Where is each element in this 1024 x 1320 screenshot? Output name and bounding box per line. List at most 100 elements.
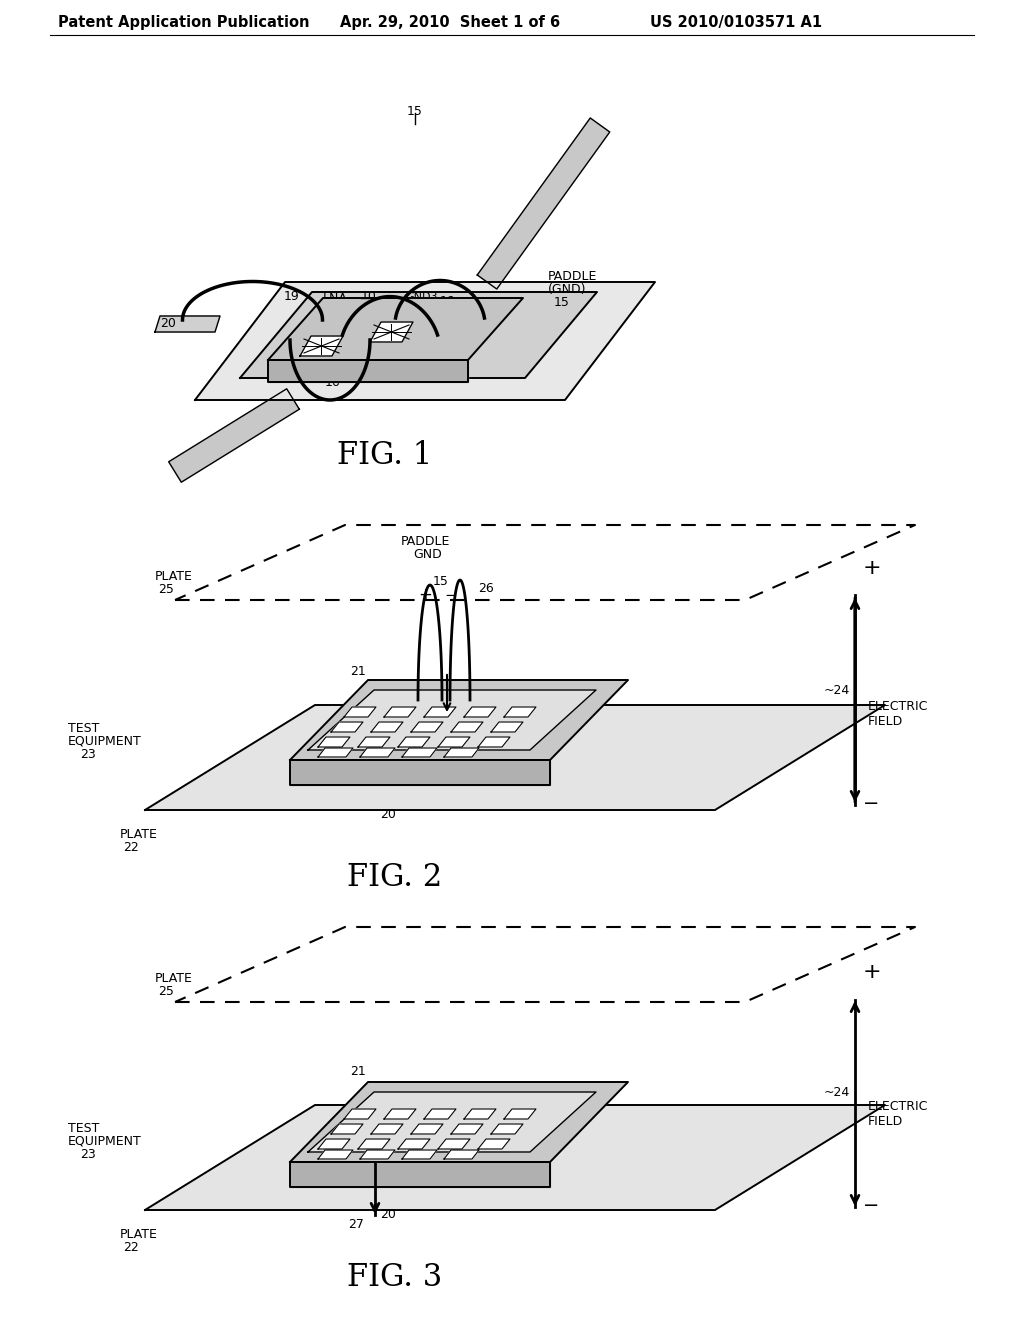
Polygon shape [195,282,655,400]
Text: FIELD: FIELD [868,1115,903,1129]
Polygon shape [370,322,413,342]
Polygon shape [331,722,362,733]
Polygon shape [240,292,597,378]
Text: +: + [418,586,432,605]
Text: 21: 21 [350,1065,366,1078]
Text: 12: 12 [310,355,326,368]
Polygon shape [145,705,885,810]
Polygon shape [504,1109,536,1119]
Polygon shape [268,360,468,381]
Text: EQUIPMENT: EQUIPMENT [68,735,141,748]
Polygon shape [402,748,437,756]
Polygon shape [398,737,430,747]
Text: −: − [863,793,880,813]
Polygon shape [371,1125,403,1134]
Text: EQUIPMENT: EQUIPMENT [68,1135,141,1148]
Text: 23: 23 [80,748,96,762]
Text: 23: 23 [80,1148,96,1162]
Polygon shape [308,690,596,750]
Text: PADDLE: PADDLE [400,535,450,548]
Polygon shape [290,680,628,760]
Polygon shape [344,1109,376,1119]
Polygon shape [169,389,299,482]
Text: 25: 25 [158,583,174,597]
Text: 20: 20 [380,808,396,821]
Polygon shape [424,1109,456,1119]
Polygon shape [438,1139,470,1148]
Text: 16: 16 [325,376,341,389]
Polygon shape [451,722,483,733]
Text: PLATE: PLATE [155,972,193,985]
Polygon shape [411,722,443,733]
Polygon shape [411,1125,443,1134]
Text: 13: 13 [326,358,342,371]
Polygon shape [318,1139,350,1148]
Polygon shape [344,708,376,717]
Polygon shape [318,748,353,756]
Text: −: − [863,1196,880,1214]
Polygon shape [477,117,609,289]
Polygon shape [318,737,350,747]
Polygon shape [478,1139,510,1148]
Text: 18: 18 [440,294,456,308]
Text: 21: 21 [350,665,366,678]
Text: PLATE: PLATE [120,1228,158,1241]
Text: LNA: LNA [323,292,348,305]
Polygon shape [371,722,403,733]
Polygon shape [384,708,416,717]
Polygon shape [145,1105,885,1210]
Text: FIG. 2: FIG. 2 [347,862,442,894]
Text: 22: 22 [123,841,138,854]
Text: Patent Application Publication: Patent Application Publication [58,15,309,30]
Text: PADDLE: PADDLE [548,271,597,282]
Text: 11: 11 [303,327,318,341]
Text: GND1: GND1 [298,343,331,352]
Polygon shape [318,1150,353,1159]
Text: PLATE: PLATE [155,570,193,583]
Text: ELECTRIC: ELECTRIC [868,1100,929,1113]
Polygon shape [490,722,523,733]
Polygon shape [358,737,390,747]
Text: 15: 15 [433,576,449,587]
Text: ~24: ~24 [823,1086,850,1100]
Polygon shape [290,1162,550,1187]
Polygon shape [155,315,220,333]
Polygon shape [308,1092,596,1152]
Text: 20: 20 [380,1208,396,1221]
Polygon shape [268,298,523,360]
Polygon shape [300,337,343,356]
Text: FIG. 1: FIG. 1 [337,440,432,471]
Polygon shape [504,708,536,717]
Text: US 2010/0103571 A1: US 2010/0103571 A1 [650,15,822,30]
Polygon shape [290,1082,628,1162]
Polygon shape [290,760,550,785]
Text: TEST: TEST [68,722,99,735]
Text: 14: 14 [378,327,394,341]
Text: −: − [444,587,457,602]
Text: PLATE: PLATE [120,828,158,841]
Text: 20: 20 [160,317,176,330]
Text: 22: 22 [123,1241,138,1254]
Text: +: + [863,558,882,578]
Polygon shape [358,1139,390,1148]
Text: GND: GND [414,548,442,561]
Text: ELECTRIC: ELECTRIC [868,700,929,713]
Text: (GND): (GND) [548,282,587,296]
Text: 26: 26 [478,582,494,595]
Text: +: + [863,962,882,982]
Polygon shape [444,1150,479,1159]
Polygon shape [360,748,395,756]
Polygon shape [464,708,496,717]
Text: FIELD: FIELD [868,715,903,729]
Text: IN: IN [326,305,339,318]
Text: 17: 17 [450,308,466,319]
Polygon shape [438,737,470,747]
Polygon shape [331,1125,362,1134]
Text: Apr. 29, 2010  Sheet 1 of 6: Apr. 29, 2010 Sheet 1 of 6 [340,15,560,30]
Polygon shape [478,737,510,747]
Text: 27: 27 [348,1218,364,1232]
Polygon shape [490,1125,523,1134]
Text: ~24: ~24 [823,684,850,697]
Polygon shape [464,1109,496,1119]
Polygon shape [398,1139,430,1148]
